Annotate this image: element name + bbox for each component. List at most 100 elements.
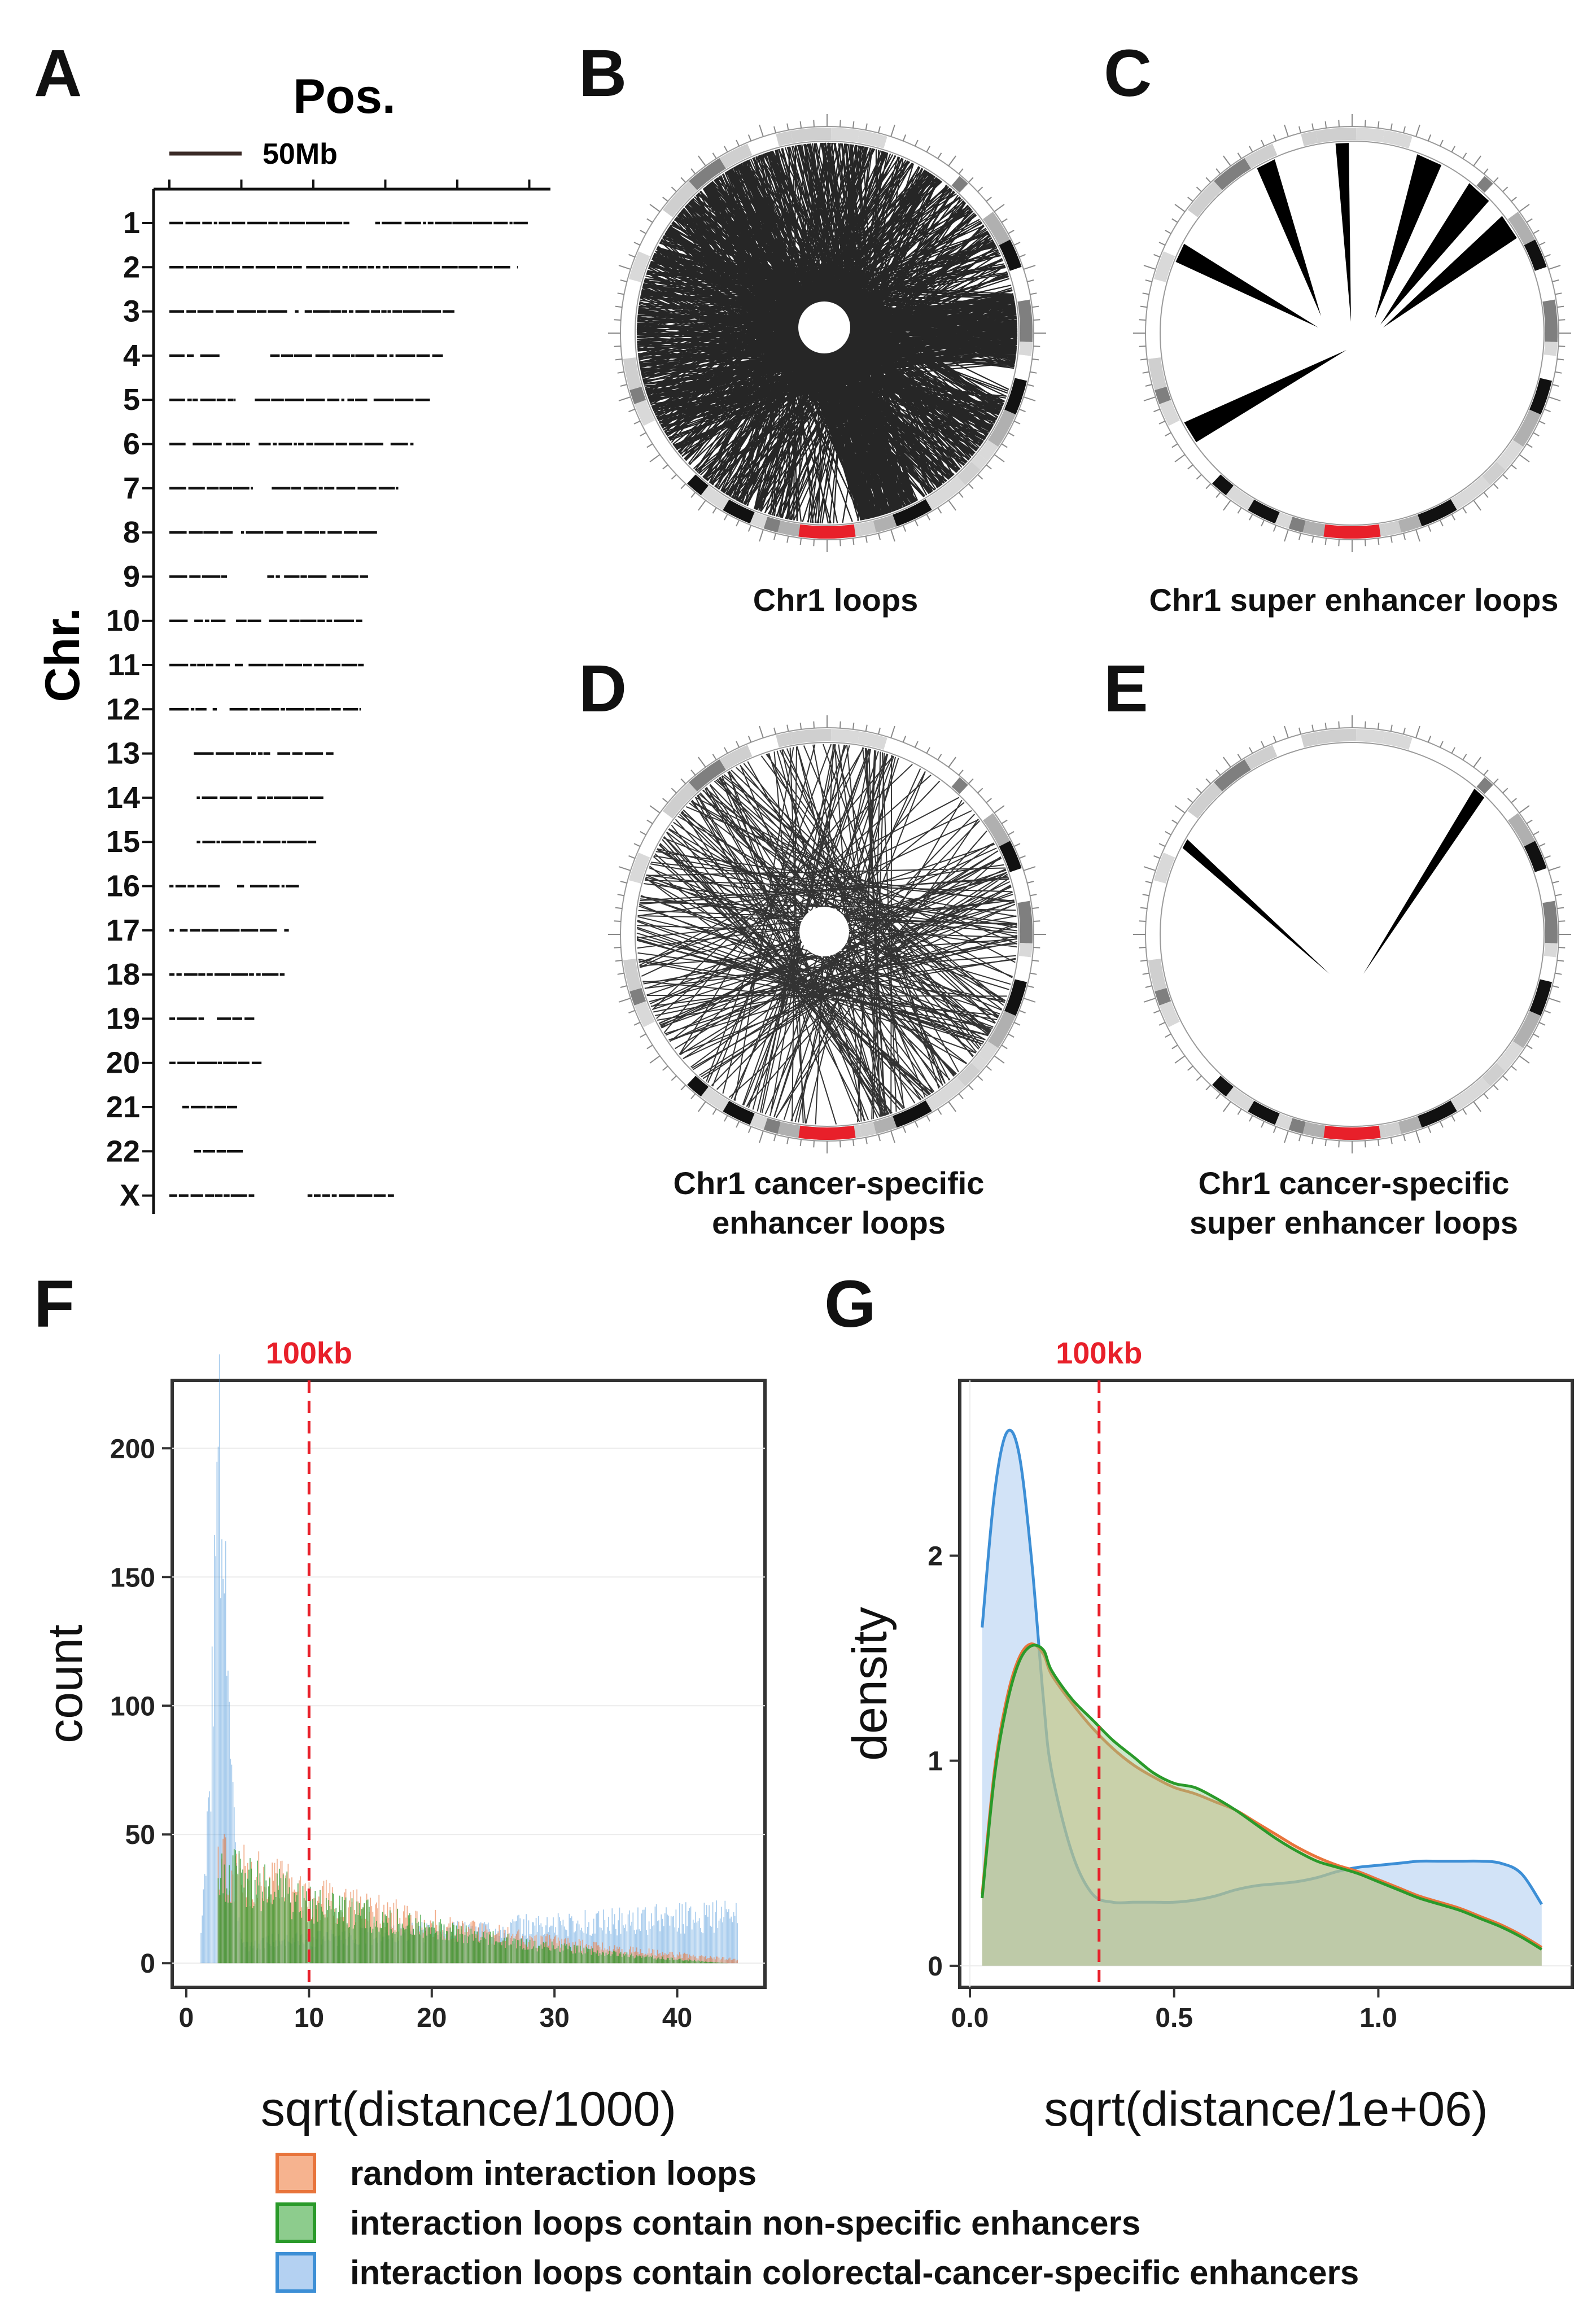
cytoband	[662, 181, 698, 217]
cytoband	[628, 251, 650, 283]
chr-label: 20	[106, 1046, 140, 1080]
cytoband	[623, 958, 642, 991]
x-axis-title: sqrt(distance/1000)	[261, 2082, 676, 2136]
cytoband	[723, 499, 755, 524]
cytoband	[1159, 1001, 1180, 1028]
cytoband	[1417, 499, 1457, 527]
cytoband	[687, 1076, 709, 1097]
cytoband	[1496, 453, 1513, 470]
cytoband	[1444, 152, 1464, 171]
cytoband	[1169, 1021, 1196, 1056]
cytoband	[1226, 1086, 1254, 1112]
cytoband	[892, 499, 932, 527]
ring-ticks	[608, 715, 1046, 1153]
cytoband	[1524, 239, 1547, 271]
cytoband	[1146, 911, 1161, 936]
y-tick-label: 2	[928, 1542, 943, 1572]
cytoband	[982, 212, 1011, 246]
legend-label-random: random interaction loops	[350, 2154, 757, 2192]
cytoband	[1004, 979, 1027, 1016]
cytoband	[689, 759, 726, 792]
cytoband	[987, 1011, 1016, 1048]
cytoband	[776, 732, 793, 748]
cytoband	[1529, 979, 1553, 1016]
panel-label-c: C	[1104, 36, 1152, 111]
cytoband	[1212, 474, 1234, 496]
cytoband	[999, 841, 1022, 872]
cytoband	[1457, 160, 1485, 186]
cytoband	[1503, 440, 1524, 461]
cytoband	[1315, 128, 1357, 143]
cytoband	[1384, 521, 1401, 536]
cytoband	[1450, 1077, 1490, 1112]
cytoband	[1484, 183, 1518, 220]
cytoband	[892, 1100, 932, 1128]
density-non-specific-area	[982, 1645, 1542, 1966]
y-tick-label: 50	[125, 1820, 155, 1850]
ring-inner-outline	[1160, 141, 1545, 526]
cytoband	[1174, 209, 1198, 237]
y-tick-label: 100	[110, 1691, 155, 1721]
cytoband	[1017, 299, 1033, 342]
ring-ticks	[1133, 114, 1571, 552]
chr-label: 17	[106, 913, 140, 947]
cytoband	[1355, 128, 1385, 143]
panel-label-b: B	[579, 36, 627, 111]
chr-label: 9	[123, 559, 140, 593]
cytoband	[1288, 1118, 1306, 1134]
legend-swatch-random	[276, 2153, 316, 2193]
cytoband	[1275, 1113, 1293, 1130]
cytoband	[1009, 266, 1030, 302]
chr-label: 2	[123, 250, 140, 284]
legend-label-non-specific: interaction loops contain non-specific e…	[350, 2204, 1141, 2242]
cytoband	[1248, 1100, 1280, 1125]
loop-wedge	[1175, 243, 1318, 327]
cytoband	[1301, 130, 1318, 146]
legend-swatch-crc-specific	[276, 2252, 316, 2293]
chr-label: 10	[106, 604, 140, 638]
ring-inner-outline	[635, 141, 1020, 526]
cytoband	[1529, 378, 1553, 415]
chromosome-position-plot: Pos.50MbChr.1234567891011121314151617181…	[36, 69, 550, 1214]
y-tick-label: 0	[140, 1949, 155, 1979]
cytoband	[639, 832, 660, 858]
cytoband	[830, 128, 860, 143]
cytoband	[1450, 475, 1490, 510]
cytoband	[644, 420, 671, 454]
panel-label-g: G	[824, 1267, 876, 1341]
cytoband	[622, 936, 636, 960]
cytoband	[1524, 841, 1547, 872]
cytoband	[763, 517, 781, 533]
cytoband	[951, 777, 968, 794]
cytoband	[1301, 732, 1318, 748]
centre-hole	[799, 907, 849, 956]
cytoband	[689, 158, 726, 191]
cytoband	[857, 130, 887, 149]
density-non-specific-line	[981, 1643, 1543, 1951]
cytoband	[1384, 1122, 1401, 1137]
cytoband	[1482, 1063, 1506, 1087]
caption-b: Chr1 loops	[753, 582, 918, 618]
chr-label: 12	[106, 692, 140, 726]
cytoband	[959, 785, 993, 821]
cytoband	[719, 745, 753, 770]
legend-label-crc-specific: interaction loops contain colorectal-can…	[350, 2253, 1359, 2292]
cytoband	[1382, 731, 1413, 750]
x-tick-label: 1.0	[1359, 2003, 1397, 2033]
cytoband	[624, 880, 641, 901]
panel-label-f: F	[34, 1267, 75, 1341]
cytoband	[1159, 400, 1180, 426]
circos-chr1-super-enhancer-loops	[1133, 114, 1571, 552]
cytoband	[1017, 901, 1033, 943]
centromere	[798, 524, 856, 539]
ring-ticks	[608, 114, 1046, 552]
scale-bar-label: 50Mb	[263, 138, 338, 171]
density-random-line	[981, 1642, 1543, 1949]
x-tick-label: 0	[179, 2003, 194, 2033]
cytoband	[1417, 1100, 1457, 1128]
cytoband	[644, 1021, 671, 1056]
cytoband	[1018, 341, 1033, 356]
chr-label: 4	[123, 339, 140, 373]
cytoband	[1186, 447, 1221, 484]
cytoband	[1382, 130, 1413, 149]
